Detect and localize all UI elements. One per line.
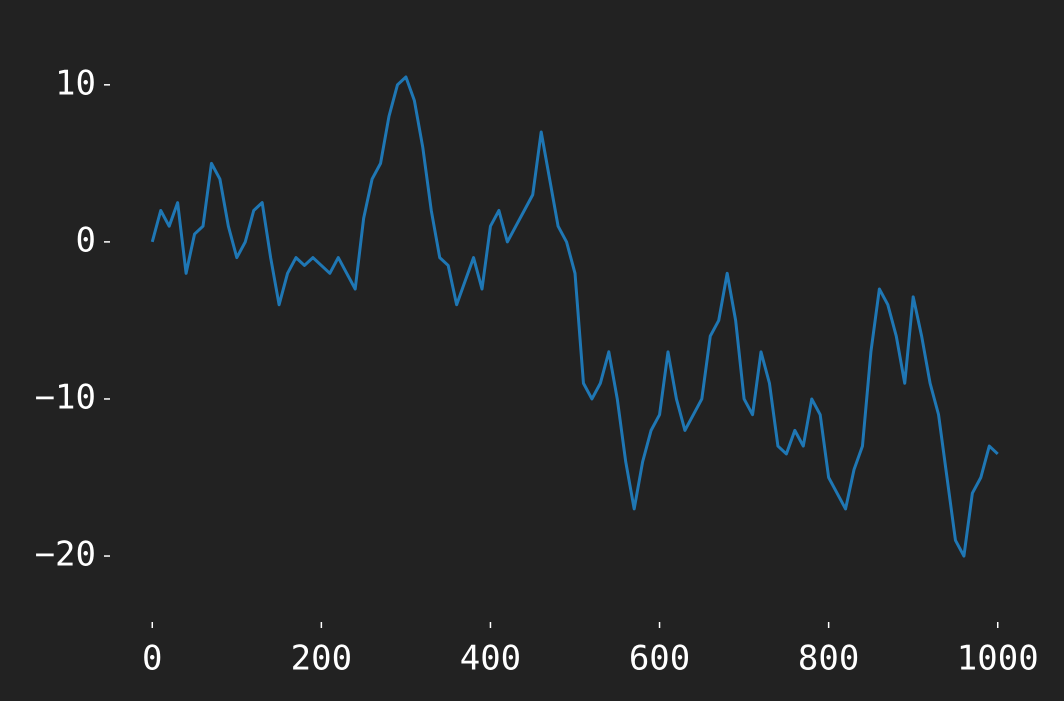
data-line [150,75,999,558]
x-tick-label: 600 [629,639,690,679]
x-tick-label: 800 [798,639,859,679]
y-tick-label: −20 [35,535,96,575]
x-tick-label: 0 [142,639,162,679]
x-tick-label: 200 [291,639,352,679]
x-tick-label: 1000 [957,639,1039,679]
y-tick-label: 0 [76,220,96,260]
x-tick-label: 400 [460,639,521,679]
y-tick-label: −10 [35,377,96,417]
y-tick-label: 10 [55,63,96,103]
